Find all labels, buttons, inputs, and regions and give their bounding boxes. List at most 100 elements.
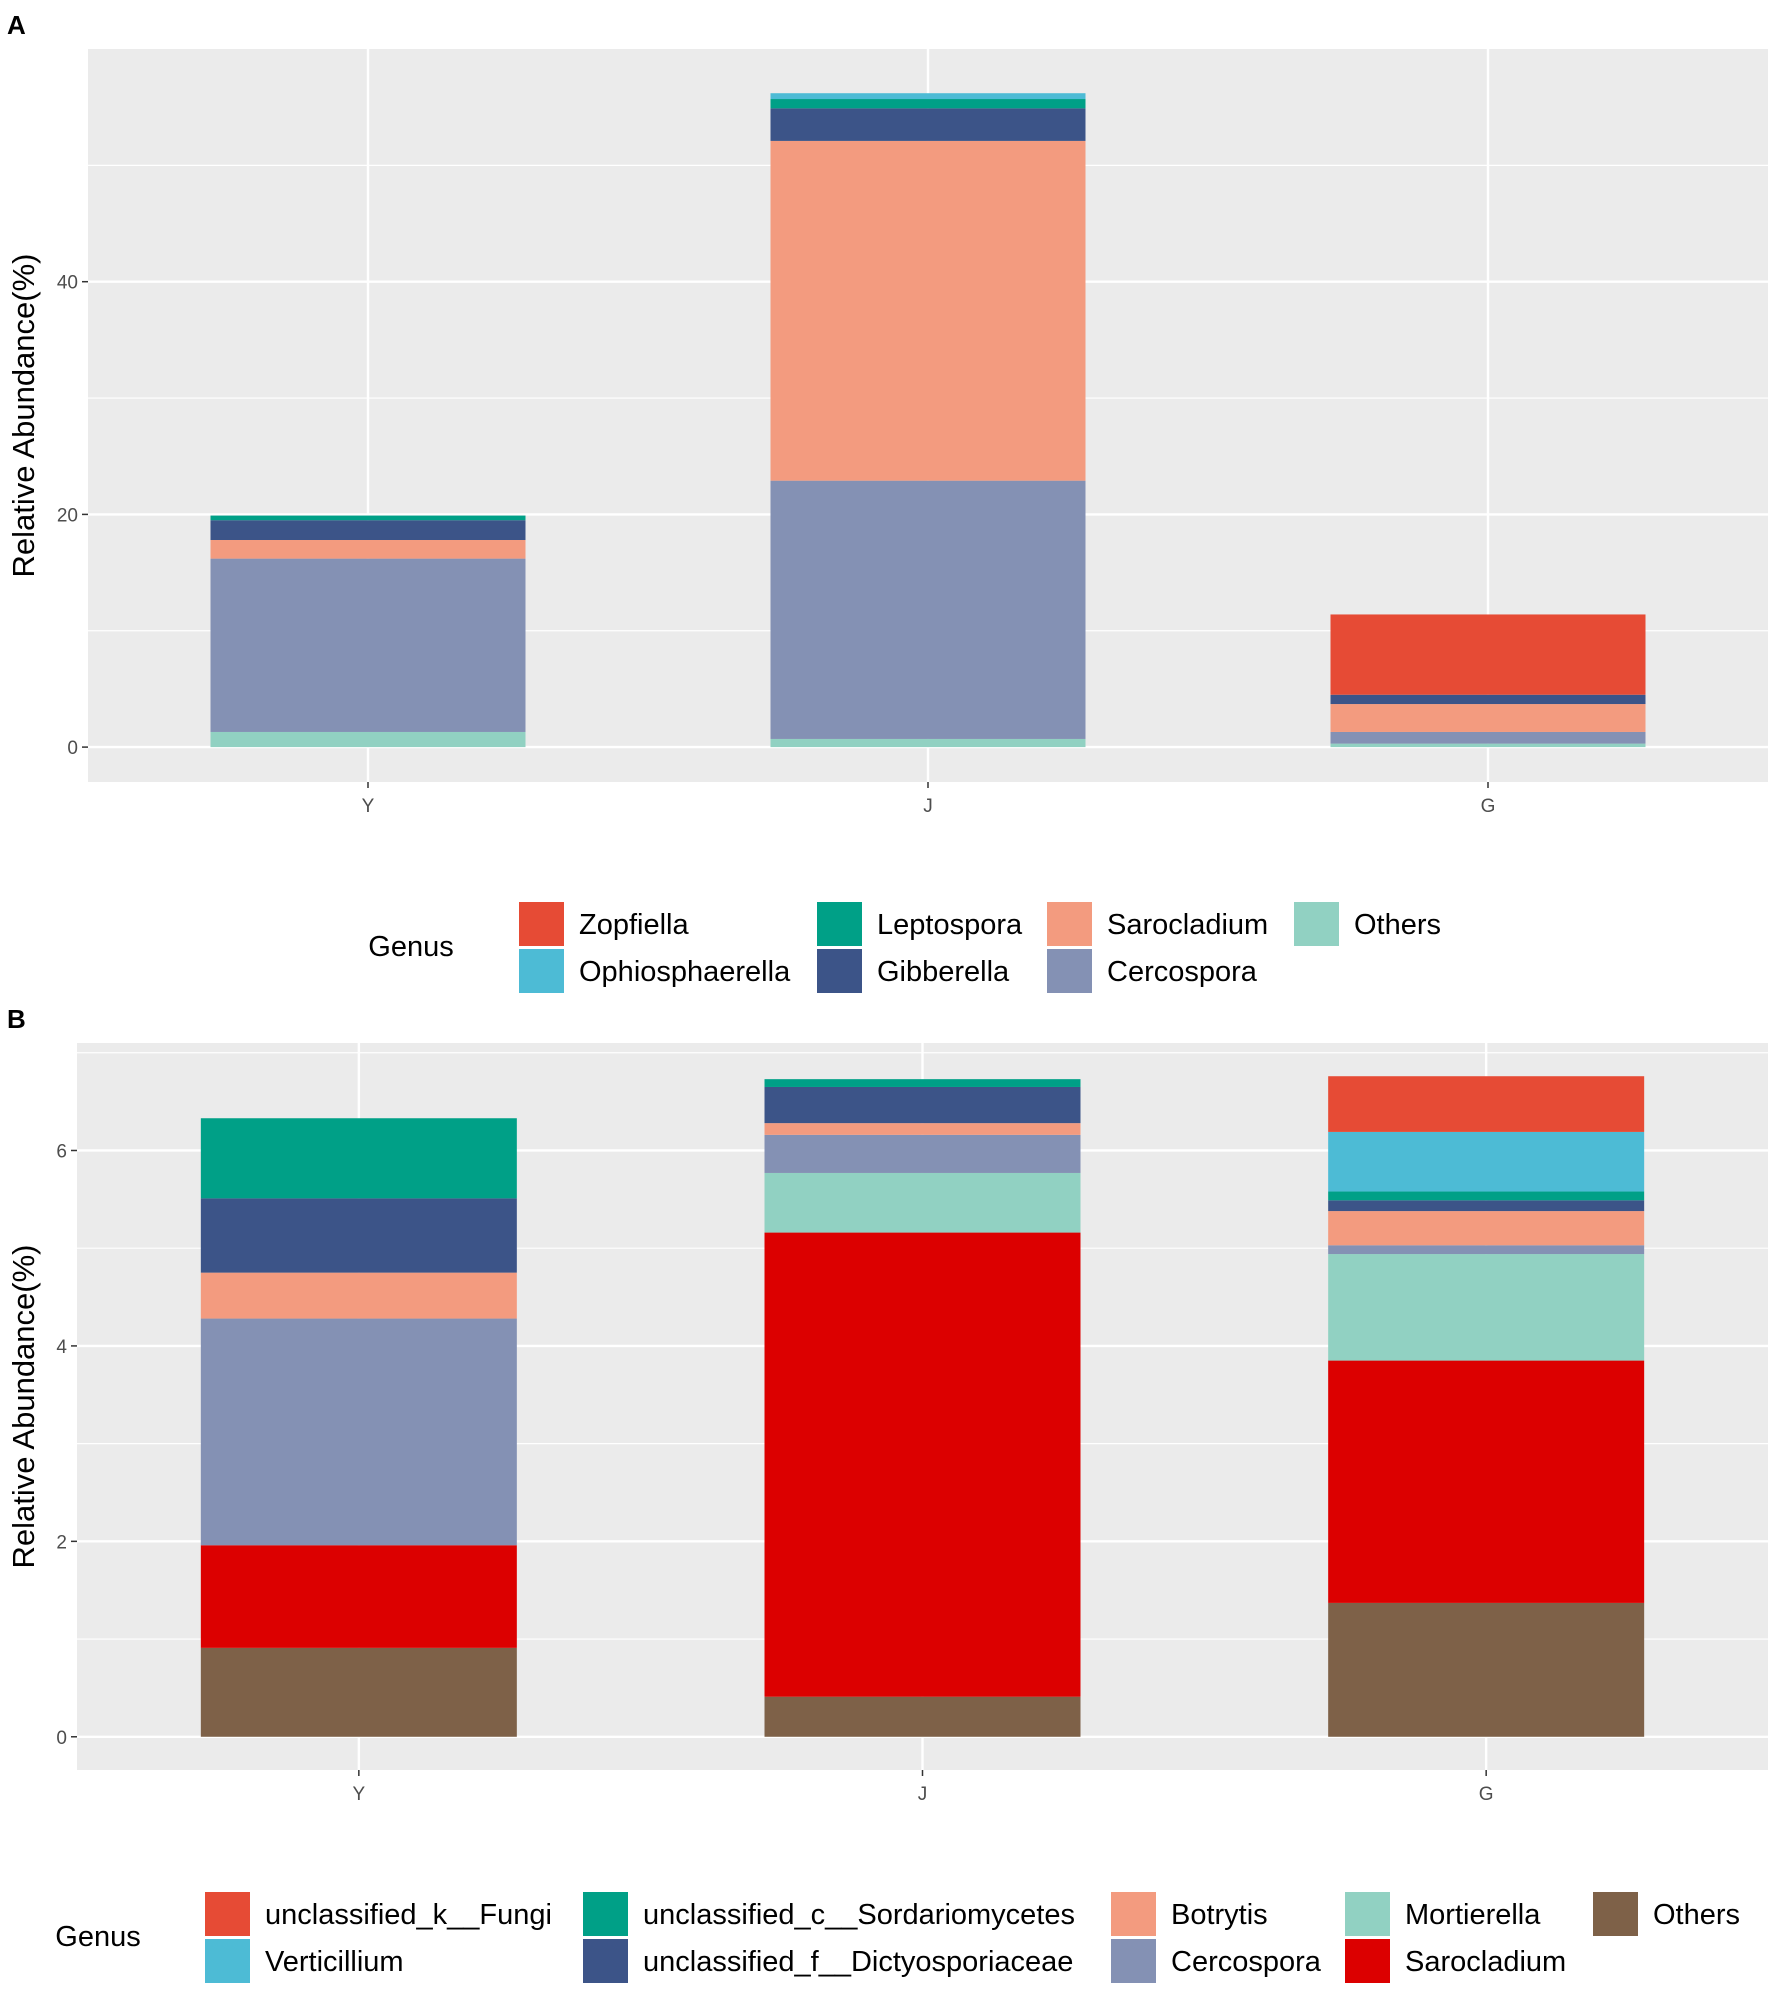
bar-segment-y-sarocladium [200,1545,517,1648]
bar-segment-g-unclassified-f-dictyosporiaceae [1328,1200,1645,1212]
legend-key-unclassified-f-dictyosporiaceae [583,1939,628,1983]
panel-b-legend: Genus unclassified_k__Fungi Verticillium u… [55,1892,1740,1983]
legend-key-unclassified-k-fungi [205,1892,250,1936]
legend-key-unclassified-c-sordariomycetes [583,1892,628,1936]
bar-segment-y-sarocladium [210,539,526,559]
bar-segment-j-sarocladium [770,140,1086,481]
bar-segment-j-ophiosphaerella [770,93,1086,100]
legend-label-verticillium: Verticillium [265,1946,404,1978]
legend-key-zopfiella [519,902,564,946]
legend-label-cercospora: Cercospora [1107,956,1258,988]
x-tick-label: Y [352,1784,365,1805]
legend-key-sarocladium [1345,1939,1390,1983]
panel-a-letter: A [7,10,26,40]
y-tick-label: 0 [56,1728,67,1749]
panel-a-legend: Genus Zopfiella Ophiosphaerella Leptospora… [368,902,1441,993]
panel-b-bars [200,1076,1645,1737]
bar-segment-y-cercospora [210,558,526,732]
bar-segment-y-unclassified-c-sordariomycetes [200,1118,517,1199]
bar-segment-j-gibberella [770,108,1086,141]
bar-segment-g-cercospora [1330,731,1646,744]
bar-segment-g-others [1328,1602,1645,1737]
bar-segment-j-unclassified-f-dictyosporiaceae [764,1086,1081,1124]
legend-label-botrytis: Botrytis [1171,1899,1268,1931]
bar-segment-g-sarocladium [1328,1360,1645,1603]
bar-segment-y-cercospora [200,1318,517,1546]
bar-segment-j-cercospora [764,1134,1081,1173]
legend-label-others: Others [1653,1899,1740,1931]
bar-segment-y-others [200,1647,517,1737]
panel-a-bars [210,93,1646,748]
legend-key-ophiosphaerella [519,949,564,993]
legend-key-leptospora [817,902,862,946]
bar-segment-y-others [210,731,526,748]
bar-segment-g-mortierella [1328,1254,1645,1361]
legend-key-mortierella [1345,1892,1390,1936]
legend-label-unclassified-f-dictyosporiaceae: unclassified_f__Dictyosporiaceae [643,1946,1073,1978]
bar-segment-y-unclassified-f-dictyosporiaceae [200,1198,517,1273]
legend-key-others [1294,902,1339,946]
x-tick-label: Y [362,796,375,817]
bar-segment-g-sarocladium [1330,704,1646,732]
y-tick-label: 20 [57,505,78,526]
panel-a-chart: 0 20 40 Y J G Relative Abundance(%) [6,49,1768,817]
y-tick-label: 2 [56,1532,67,1553]
bar-segment-g-verticillium [1328,1131,1645,1192]
legend-label-mortierella: Mortierella [1405,1899,1541,1931]
bar-segment-j-leptospora [770,99,1086,109]
panel-b-legend-title: Genus [55,1921,140,1953]
panel-b-y-axis-label: Relative Abundance(%) [6,1245,41,1569]
bar-segment-g-cercospora [1328,1245,1645,1255]
bar-segment-j-unclassified-c-sordariomycetes [764,1079,1081,1087]
panel-a-y-axis-label: Relative Abundance(%) [6,254,41,578]
bar-segment-y-botrytis [200,1272,517,1319]
panel-b-y-ticks: 0 2 4 6 [56,1141,77,1749]
bar-segment-j-sarocladium [764,1232,1081,1697]
legend-label-sarocladium: Sarocladium [1405,1946,1566,1978]
legend-label-cercospora: Cercospora [1171,1946,1322,1978]
legend-label-leptospora: Leptospora [877,909,1023,941]
x-tick-label: J [918,1784,928,1805]
legend-label-others: Others [1354,909,1441,941]
bar-segment-y-leptospora [210,515,526,521]
bar-segment-g-zopfiella [1330,614,1646,695]
legend-key-others [1593,1892,1638,1936]
x-tick-label: G [1479,1784,1494,1805]
bar-segment-g-unclassified-k-fungi [1328,1076,1645,1132]
bar-segment-j-mortierella [764,1172,1081,1233]
bar-segment-j-botrytis [764,1123,1081,1135]
bar-segment-g-gibberella [1330,694,1646,705]
legend-label-unclassified-c-sordariomycetes: unclassified_c__Sordariomycetes [643,1899,1075,1931]
legend-key-gibberella [817,949,862,993]
bar-segment-j-cercospora [770,480,1086,739]
legend-key-verticillium [205,1939,250,1983]
bar-segment-g-botrytis [1328,1211,1645,1246]
bar-segment-j-others [770,738,1086,748]
legend-label-gibberella: Gibberella [877,956,1010,988]
x-tick-label: G [1481,796,1496,817]
y-tick-label: 4 [56,1337,67,1358]
y-tick-label: 40 [57,273,78,294]
legend-key-sarocladium [1047,902,1092,946]
x-tick-label: J [923,796,933,817]
panel-b-chart: 0 2 4 6 Y J G Relative Abundance(%) [6,1043,1768,1805]
panel-b-letter: B [7,1004,26,1034]
y-tick-label: 0 [67,738,78,759]
legend-label-sarocladium: Sarocladium [1107,909,1268,941]
panel-a-y-ticks: 0 20 40 [57,273,88,759]
legend-key-cercospora [1111,1939,1156,1983]
bar-segment-y-gibberella [210,520,526,540]
legend-label-ophiosphaerella: Ophiosphaerella [579,956,791,988]
legend-label-unclassified-k-fungi: unclassified_k__Fungi [265,1899,552,1931]
legend-key-botrytis [1111,1892,1156,1936]
bar-segment-g-others [1330,743,1646,748]
panel-a-legend-title: Genus [368,931,453,963]
bar-segment-j-others [764,1696,1081,1737]
bar-segment-g-unclassified-c-sordariomycetes [1328,1191,1645,1201]
legend-label-zopfiella: Zopfiella [579,909,689,941]
legend-key-cercospora [1047,949,1092,993]
y-tick-label: 6 [56,1141,67,1162]
